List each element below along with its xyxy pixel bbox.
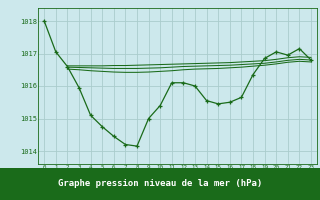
- Text: Graphe pression niveau de la mer (hPa): Graphe pression niveau de la mer (hPa): [58, 180, 262, 188]
